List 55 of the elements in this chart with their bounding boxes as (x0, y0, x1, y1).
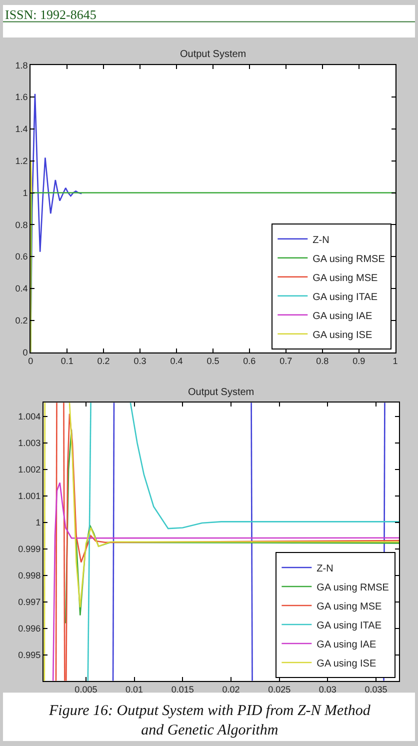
legend-label: GA using ITAE (316, 620, 382, 632)
x-tick-label: 0.035 (364, 684, 388, 695)
legend-label: GA using MSE (316, 601, 382, 612)
y-tick-label: 0.996 (18, 624, 41, 634)
y-tick-label: 0.2 (15, 316, 28, 326)
y-tick-label: 0.997 (18, 597, 41, 608)
x-tick-label: 0.1 (60, 356, 74, 366)
legend-label: GA using ISE (316, 658, 376, 670)
y-tick-label: 1.003 (18, 438, 41, 448)
line-series (30, 93, 82, 352)
y-tick-label: 1.2 (15, 156, 28, 166)
y-tick-label: 0.8 (15, 220, 28, 230)
legend-label: GA using RMSE (316, 582, 390, 594)
x-tick-label: 0.6 (243, 356, 256, 366)
x-tick-label: 0.7 (280, 356, 292, 366)
y-tick-label: 0 (22, 347, 28, 358)
x-tick-label: 0.03 (318, 684, 336, 695)
y-tick-label: 1.6 (15, 92, 28, 102)
y-tick-label: 1.4 (15, 124, 28, 134)
y-tick-label: 1 (36, 518, 41, 528)
y-tick-label: 1 (22, 188, 28, 198)
legend-label: GA using ISE (312, 330, 372, 341)
legend-label: Z-N (312, 234, 330, 246)
y-tick-label: 0.999 (18, 544, 41, 554)
y-tick-label: 0.4 (15, 284, 28, 294)
legend-label: GA using RMSE (312, 254, 386, 265)
x-tick-label: 0.025 (268, 684, 291, 695)
legend-label: GA using IAE (316, 639, 376, 650)
y-tick-label: 0.998 (18, 570, 41, 581)
y-tick-label: 1.8 (15, 60, 28, 70)
chart-title: Output System (188, 387, 254, 398)
y-tick-label: 0.995 (18, 650, 41, 660)
text: ISSN: 1992-8645 (5, 7, 96, 22)
x-tick-label: 0.5 (206, 356, 220, 366)
x-tick-label: 0.9 (352, 356, 366, 366)
line-series (52, 482, 400, 681)
x-tick-label: 0.2 (97, 356, 110, 366)
x-tick-label: 0.8 (316, 356, 329, 366)
y-tick-label: 0.6 (15, 252, 28, 262)
x-tick-label: 0.01 (126, 684, 144, 695)
x-tick-label: 0.02 (222, 684, 240, 695)
x-tick-label: 0.3 (134, 356, 146, 366)
y-tick-label: 1.002 (18, 464, 41, 475)
x-tick-label: 0.005 (74, 684, 98, 695)
y-tick-label: 1.004 (18, 412, 41, 422)
x-tick-label: 0.015 (171, 684, 194, 695)
legend-label: GA using MSE (312, 272, 378, 284)
y-tick-label: 1.001 (18, 491, 41, 502)
x-tick-label: 0.4 (170, 356, 183, 366)
legend-label: GA using IAE (312, 310, 372, 322)
legend-label: GA using ITAE (312, 292, 378, 303)
chart-title: Output System (180, 49, 246, 60)
x-tick-label: 1 (392, 356, 398, 366)
caption: Figure 16: Output System with PID from Z-N Method and Genetic Algorithm (48, 703, 371, 738)
legend-label: Z-N (316, 563, 334, 574)
